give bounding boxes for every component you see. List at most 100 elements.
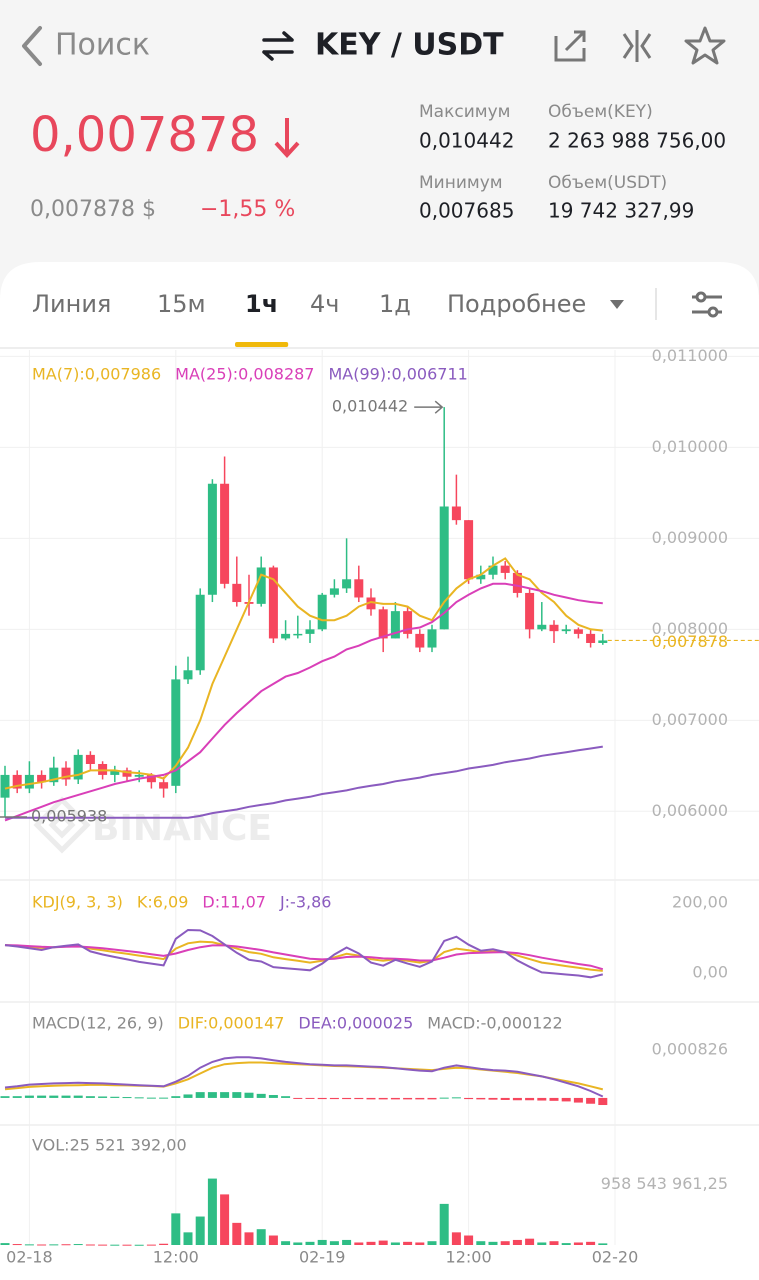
macd-bar: [537, 1097, 547, 1101]
candle-body: [268, 567, 278, 639]
pair-title: KEY / USDT: [315, 28, 504, 63]
volume-bar: [439, 1203, 449, 1245]
legend-entry: DIF:0,000147: [178, 1014, 285, 1033]
macd-bar: [146, 1097, 156, 1099]
tab[interactable]: 1ч: [245, 290, 278, 318]
macd-bar: [415, 1097, 425, 1100]
candle-body: [24, 774, 34, 789]
volume-bar: [49, 1244, 59, 1246]
macd-bar: [439, 1097, 449, 1099]
volume-bar: [525, 1238, 535, 1245]
x-tick-label: 02-18: [6, 1248, 53, 1267]
candle-body: [207, 483, 217, 595]
tab[interactable]: 15м: [157, 290, 206, 318]
macd-bar: [317, 1097, 327, 1100]
volume-bar: [268, 1235, 278, 1245]
macd-bar: [183, 1094, 193, 1098]
volume-bar: [37, 1244, 47, 1246]
y-tick-label: 0,000826: [652, 1039, 728, 1058]
macd-bar: [61, 1095, 71, 1098]
volume-bar: [232, 1222, 242, 1245]
legend-entry: MA(25):0,008287: [175, 365, 314, 384]
stat-label: Максимум: [419, 102, 510, 122]
candle-body: [403, 611, 413, 634]
candle-body: [12, 774, 22, 789]
macd-bar: [476, 1097, 486, 1100]
y-tick-label: 0,011000: [652, 346, 728, 365]
pair-switch[interactable]: KEY / USDT: [262, 28, 504, 63]
stat-label: Объем(KEY): [548, 102, 653, 122]
macd-bar: [366, 1097, 376, 1100]
macd-bar: [561, 1097, 571, 1102]
macd-bar: [586, 1097, 596, 1104]
volume-bar: [220, 1194, 230, 1245]
volume-bar: [0, 1243, 10, 1245]
candle-body: [342, 579, 352, 589]
macd-bar: [329, 1097, 339, 1100]
volume-bar: [354, 1242, 364, 1245]
volume-bar: [561, 1243, 571, 1245]
volume-bar: [207, 1178, 217, 1245]
volume-bar: [183, 1232, 193, 1245]
candle-body: [232, 583, 242, 603]
volume-bar: [378, 1240, 388, 1245]
macd-bar: [12, 1096, 22, 1098]
x-tick-label: 12:00: [446, 1248, 492, 1267]
volume-bar: [549, 1241, 559, 1245]
candle-body: [0, 774, 10, 798]
indicator-line: [4, 1056, 604, 1098]
tab-indicator: [235, 342, 289, 347]
macd-bar: [403, 1097, 413, 1100]
candle-body: [476, 574, 486, 580]
tab[interactable]: Подробнее: [447, 290, 586, 318]
legend-entry: J:-3,86: [279, 893, 332, 912]
macd-bar: [24, 1095, 34, 1098]
macd-bar: [378, 1097, 388, 1100]
dropdown-icon[interactable]: [610, 300, 624, 309]
candle-body: [488, 565, 498, 575]
candle-body: [73, 754, 83, 780]
favorite-icon[interactable]: [684, 26, 726, 65]
macd-bar: [110, 1096, 120, 1098]
header-bg: [0, 0, 759, 300]
volume-bar: [24, 1244, 34, 1246]
tab[interactable]: 1д: [379, 290, 411, 318]
macd-bar: [354, 1097, 364, 1100]
back-button[interactable]: Поиск: [22, 26, 150, 66]
candle-body: [171, 679, 181, 786]
candle-body: [293, 633, 303, 636]
volume-bar: [488, 1241, 498, 1245]
macd-bar: [598, 1097, 608, 1106]
candle-body: [561, 629, 571, 632]
volume-bar: [110, 1244, 120, 1246]
volume-bar: [464, 1235, 474, 1245]
knob: [707, 306, 719, 318]
indicator-line: [5, 745, 603, 819]
volume-bar: [451, 1232, 461, 1245]
volume-bar: [390, 1242, 400, 1245]
legend-entry: K:6,09: [137, 893, 189, 912]
legend-entry: MACD:-0,000122: [427, 1014, 562, 1033]
compare-icon[interactable]: [622, 30, 652, 62]
candle-body: [122, 770, 132, 777]
share-icon[interactable]: [554, 30, 586, 62]
volume-bar: [61, 1244, 71, 1246]
stat-label: Минимум: [419, 173, 503, 193]
stat-value: 0,010442: [419, 129, 514, 153]
candle-body: [354, 579, 364, 598]
candle-body: [110, 770, 120, 775]
volume-bar: [415, 1242, 425, 1245]
macd-bar: [122, 1097, 132, 1099]
candle-body: [159, 782, 169, 789]
macd-bar: [232, 1092, 242, 1098]
stat-value: 2 263 988 756,00: [548, 129, 726, 153]
volume-bar: [122, 1244, 132, 1246]
candle-body: [573, 629, 583, 634]
macd-bar: [195, 1092, 205, 1098]
stat-label: Объем(USDT): [548, 173, 667, 193]
volume-bar: [98, 1244, 108, 1246]
macd-bar: [488, 1097, 498, 1100]
tab[interactable]: Линия: [32, 290, 111, 318]
tab[interactable]: 4ч: [310, 290, 339, 318]
settings-icon[interactable]: [692, 291, 722, 318]
